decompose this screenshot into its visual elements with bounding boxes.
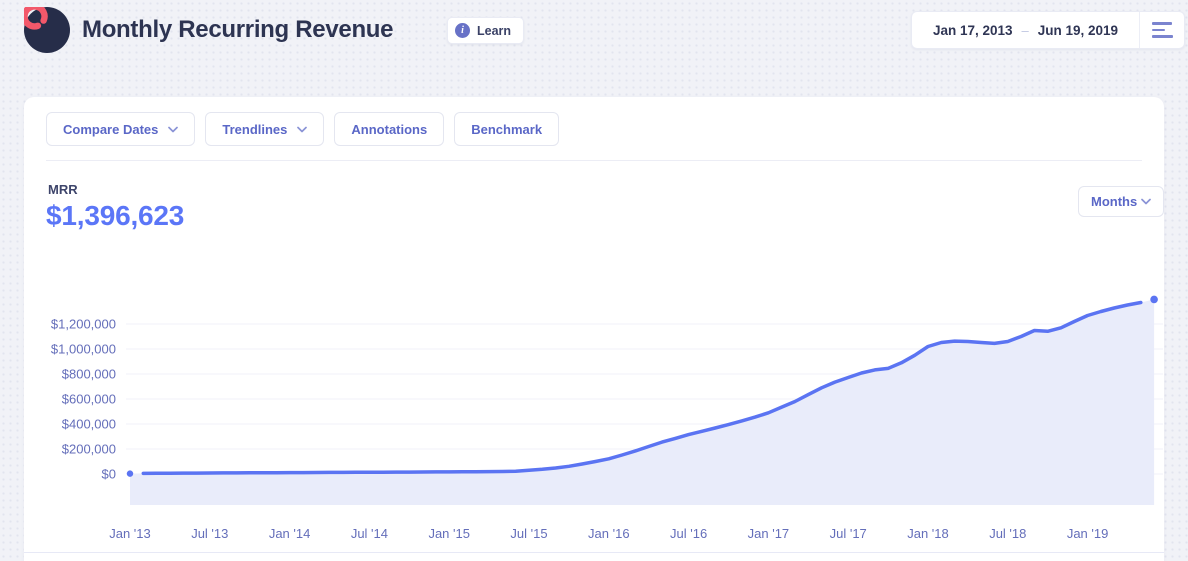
mrr-line [141, 300, 1143, 476]
benchmark-button[interactable]: Benchmark [454, 112, 560, 146]
trendlines-button[interactable]: Trendlines [205, 112, 325, 146]
learn-button-label: Learn [477, 23, 512, 38]
x-axis-label: Jan '14 [269, 526, 311, 541]
x-axis-label: Jul '18 [989, 526, 1026, 541]
date-range-button[interactable]: Jan 17, 2013 – Jun 19, 2019 [912, 12, 1139, 48]
x-axis-label: Jan '18 [907, 526, 949, 541]
benchmark-label: Benchmark [471, 121, 543, 137]
chart-card: Compare Dates Trendlines Annotations Ben… [24, 97, 1164, 561]
x-axis-label: Jul '16 [670, 526, 707, 541]
x-axis-label: Jul '13 [191, 526, 228, 541]
y-axis-label: $400,000 [62, 417, 116, 432]
toolbar: Compare Dates Trendlines Annotations Ben… [46, 112, 560, 146]
chartmogul-logo-icon [21, 3, 70, 53]
y-axis-label: $0 [102, 467, 116, 482]
menu-icon [1151, 22, 1173, 38]
compare-dates-label: Compare Dates [63, 121, 159, 137]
chevron-down-icon [168, 126, 179, 132]
interval-select[interactable]: Months [1078, 186, 1164, 217]
toolbar-divider [46, 160, 1142, 161]
date-range-end: Jun 19, 2019 [1037, 22, 1119, 38]
annotations-button[interactable]: Annotations [334, 112, 445, 146]
y-axis-label: $600,000 [62, 392, 116, 407]
info-icon [455, 23, 470, 38]
card-bottom-divider [24, 552, 1164, 553]
compare-dates-button[interactable]: Compare Dates [46, 112, 196, 146]
x-axis-label: Jan '13 [109, 526, 151, 541]
date-range-start: Jan 17, 2013 [932, 22, 1013, 38]
date-range-picker: Jan 17, 2013 – Jun 19, 2019 [911, 11, 1185, 49]
mrr-chart[interactable]: $1,200,000 $1,000,000 $800,000 $600,000 $400… [24, 277, 1164, 553]
annotations-label: Annotations [351, 121, 428, 137]
x-axis-label: Jul '15 [510, 526, 547, 541]
x-axis-label: Jan '19 [1067, 526, 1109, 541]
chevron-down-icon [297, 126, 308, 132]
chevron-down-icon [1141, 198, 1151, 205]
x-axis-label: Jan '17 [748, 526, 790, 541]
y-axis-label: $1,000,000 [51, 342, 116, 357]
x-axis-label: Jul '14 [351, 526, 388, 541]
mrr-area [130, 299, 1155, 505]
x-axis-label: Jul '17 [830, 526, 867, 541]
metric-value: $1,396,623 [46, 200, 185, 231]
vertical-divider [1139, 12, 1140, 48]
end-point-dot [1150, 295, 1158, 304]
date-range-separator: – [1021, 22, 1029, 38]
chart-menu-button[interactable] [1140, 12, 1184, 48]
page-title: Monthly Recurring Revenue [82, 16, 394, 43]
metric-label: MRR [48, 182, 78, 197]
x-axis-label: Jan '16 [588, 526, 630, 541]
y-axis-label: $800,000 [62, 367, 116, 382]
app-logo[interactable] [21, 3, 70, 53]
trendlines-label: Trendlines [222, 121, 288, 137]
y-axis-label: $1,200,000 [51, 317, 116, 332]
learn-button[interactable]: Learn [447, 17, 525, 44]
start-point-dot [126, 470, 134, 477]
x-axis-label: Jan '15 [428, 526, 470, 541]
interval-select-value: Months [1091, 194, 1138, 209]
y-axis-label: $200,000 [62, 442, 116, 457]
